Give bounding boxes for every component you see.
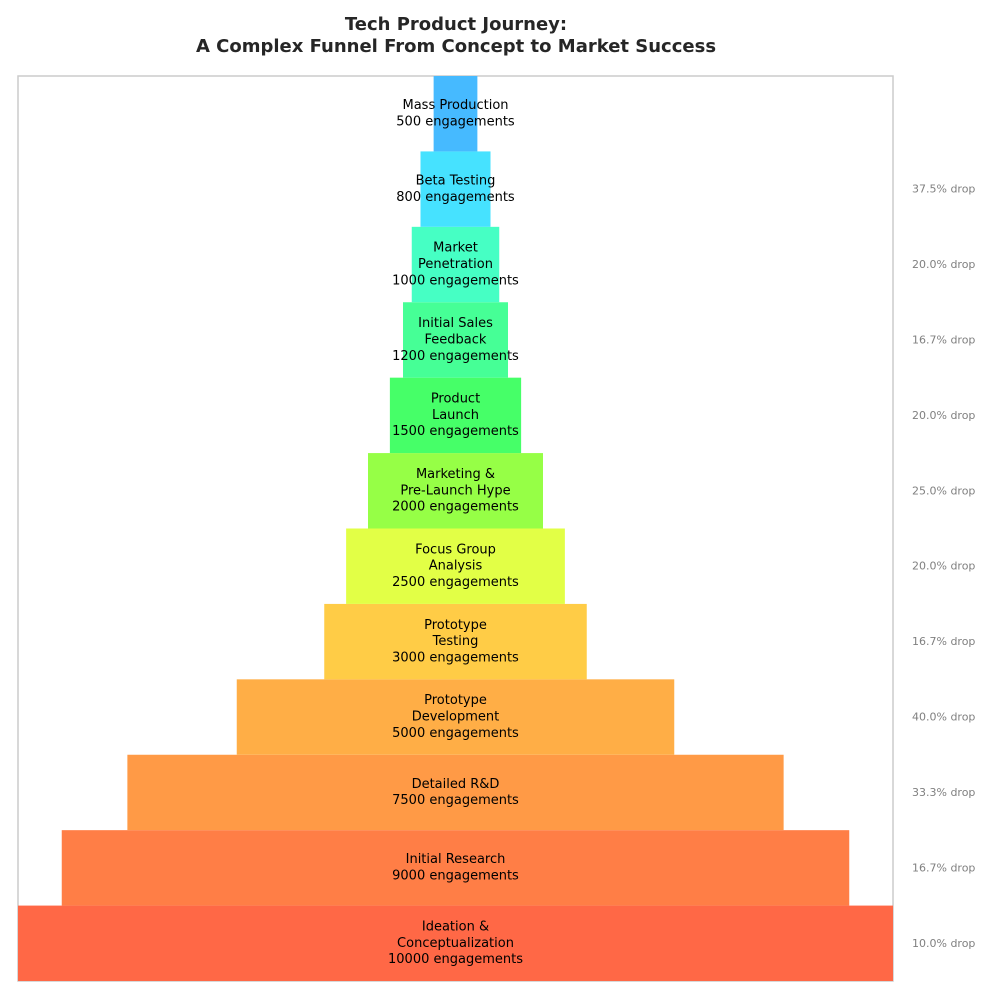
stage-label-line: Detailed R&D (412, 777, 500, 792)
drop-label: 20.0% drop (912, 560, 975, 573)
drop-label: 16.7% drop (912, 333, 975, 346)
funnel-bar (433, 76, 478, 152)
stage-label-line: Conceptualization (397, 936, 514, 951)
funnel-bar (389, 377, 522, 454)
drop-label: 40.0% drop (912, 711, 975, 724)
stage-label-line: Initial Sales (418, 316, 493, 331)
stage-label-line: 500 engagements (396, 114, 515, 129)
stage-label-line: Prototype (424, 618, 487, 633)
stage-label-line: 2000 engagements (392, 500, 519, 515)
stage-label: Detailed R&D 7500 engagements (392, 777, 519, 808)
stage-label-line: Prototype (424, 693, 487, 708)
stage-label: Marketing & Pre-Launch Hype 2000 engagemen… (392, 467, 519, 515)
stage-label-line: Marketing & (416, 467, 495, 482)
funnel-bar (411, 226, 500, 303)
stage-label-line: Pre-Launch Hype (400, 483, 510, 498)
stage-label: Product Launch 1500 engagements (392, 392, 519, 440)
stage-label-line: Testing (432, 634, 479, 649)
stage-label-line: 9000 engagements (392, 869, 519, 884)
stage-label: Ideation & Conceptualization 10000 engagem… (388, 919, 523, 967)
drop-label: 16.7% drop (912, 635, 975, 648)
funnel-bar (420, 151, 491, 227)
stage-label-line: 2500 engagements (392, 575, 519, 590)
funnel-bar (403, 302, 508, 378)
stage-label: Market Penetration 1000 engagements (392, 241, 519, 289)
stage-label-line: Penetration (418, 257, 493, 272)
stage-label: Mass Production 500 engagements (396, 98, 515, 129)
stage-label-line: Market (433, 241, 478, 256)
funnel-bar (61, 830, 850, 906)
stage-label-line: 1000 engagements (392, 273, 519, 288)
drop-label: 16.7% drop (912, 861, 975, 874)
stage-label-line: Development (412, 710, 500, 725)
stage-label-line: Analysis (429, 559, 483, 574)
drop-label: 25.0% drop (912, 484, 975, 497)
stage-label-line: Focus Group (415, 542, 496, 557)
stage-label-line: 800 engagements (396, 190, 515, 205)
stage-label-line: Feedback (425, 332, 487, 347)
funnel-bar (18, 905, 893, 981)
funnel-bar (127, 754, 784, 831)
funnel-bar (346, 528, 565, 604)
stage-label-line: Initial Research (406, 852, 506, 867)
stage-label: Prototype Development 5000 engagements (392, 693, 519, 741)
funnel-bar (324, 603, 587, 680)
stage-label: Prototype Testing 3000 engagements (392, 618, 519, 666)
drop-label: 10.0% drop (912, 937, 975, 950)
stage-label-line: Ideation & (422, 919, 489, 934)
drop-label: 20.0% drop (912, 258, 975, 271)
drop-label: 37.5% drop (912, 183, 975, 196)
chart-title-line-2: A Complex Funnel From Concept to Market … (195, 36, 717, 57)
stage-label: Initial Sales Feedback 1200 engagements (392, 316, 519, 364)
drop-label: 20.0% drop (912, 409, 975, 422)
chart-title-line-1: Tech Product Journey: (344, 14, 568, 35)
stage-label-line: Launch (432, 408, 479, 423)
stage-label-line: 1200 engagements (392, 349, 519, 364)
stage-label: Beta Testing 800 engagements (396, 173, 515, 204)
stage-label: Initial Research 9000 engagements (392, 852, 519, 883)
stage-label-line: 1500 engagements (392, 424, 519, 439)
drop-label: 33.3% drop (912, 786, 975, 799)
chart-title: Tech Product Journey: A Complex Funnel F… (0, 14, 912, 58)
stage-label-line: 10000 engagements (388, 952, 523, 967)
funnel-bar (236, 679, 675, 755)
stage-label-line: 3000 engagements (392, 650, 519, 665)
stage-label-line: 7500 engagements (392, 793, 519, 808)
stage-label-line: Mass Production (402, 98, 508, 113)
funnel-bar (368, 453, 543, 529)
stage-label-line: 5000 engagements (392, 726, 519, 741)
stage-label: Focus Group Analysis 2500 engagements (392, 542, 519, 590)
stage-label-line: Beta Testing (416, 173, 496, 188)
stage-label-line: Product (431, 392, 480, 407)
